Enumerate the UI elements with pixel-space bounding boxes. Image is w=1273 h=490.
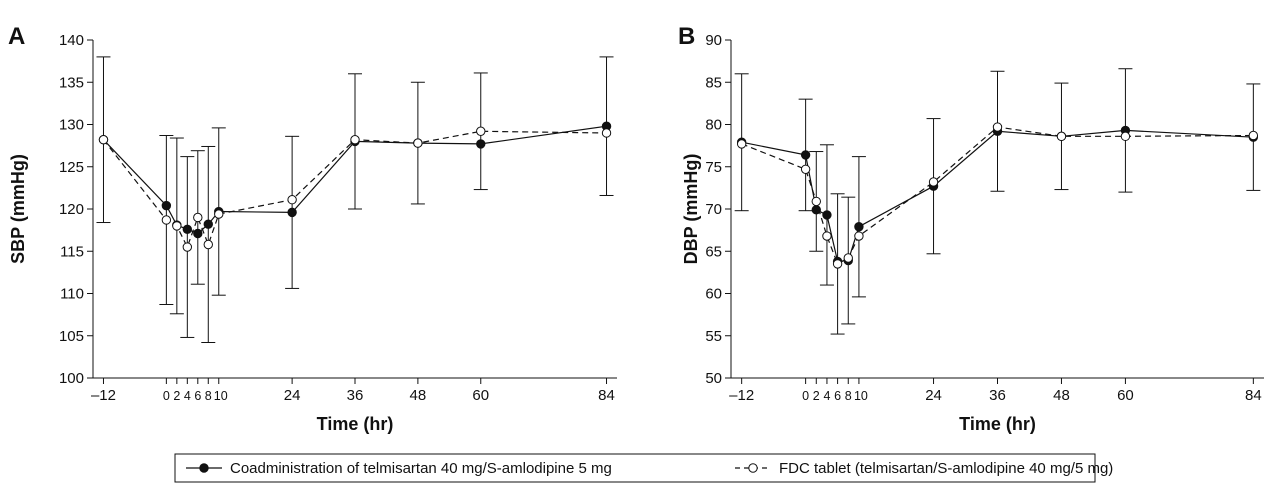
legend-item-coadministration: Coadministration of telmisartan 40 mg/S-… (186, 460, 612, 477)
y-tick-label: 50 (705, 370, 722, 387)
x-tick-label: 60 (472, 387, 489, 404)
x-tick-label: 4 (823, 389, 830, 403)
x-tick-label: 8 (205, 389, 212, 403)
point-fdc-t2 (811, 196, 821, 207)
point-coadministration-t24 (287, 207, 297, 218)
legend-item-fdc: FDC tablet (telmisartan/S-amlodipine 40 … (735, 460, 1113, 477)
point-coadministration-t0 (800, 150, 811, 160)
series-line-fdc (741, 126, 1254, 265)
point-coadministration-t6 (193, 228, 203, 239)
point-fdc-t84 (1248, 130, 1259, 141)
point-fdc-t2 (172, 221, 182, 231)
y-tick-label: 125 (59, 159, 84, 176)
point-fdc-t12 (736, 139, 747, 149)
legend-box (174, 453, 1096, 483)
point-fdc-t10 (214, 209, 224, 219)
x-tick-label: 60 (1117, 387, 1134, 404)
x-tick-label: 4 (184, 389, 191, 403)
point-fdc-t36 (992, 122, 1003, 132)
point-fdc-t24 (928, 177, 939, 187)
y-tick-label: 130 (59, 117, 84, 134)
y-tick-label: 110 (60, 286, 84, 303)
y-tick-label: 140 (59, 32, 84, 49)
point-fdc-t24 (287, 195, 297, 205)
x-axis-title: Time (hr) (959, 414, 1036, 434)
x-tick-label: 10 (214, 389, 228, 403)
x-tick-label: 84 (1245, 387, 1262, 404)
y-tick-label: 100 (59, 370, 84, 387)
panel-letter: A (8, 23, 25, 50)
point-coadministration-t4 (182, 224, 193, 234)
x-tick-label: 6 (194, 389, 201, 403)
x-tick-label: 36 (989, 387, 1006, 404)
y-tick-label: 80 (705, 117, 722, 134)
point-fdc-t0 (800, 164, 811, 174)
point-coadministration-t8 (203, 219, 213, 229)
x-tick-label: 24 (284, 387, 301, 404)
x-tick-label: 0 (802, 389, 809, 403)
point-fdc-t4 (182, 242, 193, 252)
legend-marker-open (748, 463, 758, 473)
x-tick-label: 10 (854, 389, 868, 403)
y-tick-label: 70 (705, 201, 722, 218)
legend-label-coadministration: Coadministration of telmisartan 40 mg/S-… (230, 460, 612, 477)
point-coadministration-t60 (476, 139, 486, 149)
y-tick-label: 135 (59, 74, 84, 91)
x-tick-label: 2 (173, 389, 180, 403)
y-axis-title: DBP (mmHg) (681, 154, 701, 265)
x-tick-label: –12 (729, 387, 754, 404)
x-tick-label: 36 (347, 387, 364, 404)
y-tick-label: 115 (60, 243, 84, 260)
y-axis-title: SBP (mmHg) (8, 154, 28, 264)
point-fdc-t60 (1120, 131, 1131, 142)
point-fdc-t4 (822, 231, 832, 241)
point-coadministration-t4 (822, 210, 832, 220)
y-tick-label: 105 (59, 328, 84, 345)
y-tick-label: 60 (705, 286, 722, 303)
legend-marker-filled (199, 463, 209, 473)
panel-letter: B (678, 23, 695, 50)
x-tick-label: 8 (845, 389, 852, 403)
x-tick-label: 0 (163, 389, 170, 403)
point-fdc-t6 (832, 259, 843, 269)
y-tick-label: 55 (705, 328, 722, 345)
point-fdc-t12 (98, 135, 109, 145)
x-tick-label: 24 (925, 387, 942, 404)
point-fdc-t8 (843, 253, 853, 263)
x-tick-label: 84 (598, 387, 615, 404)
point-fdc-t84 (601, 128, 612, 138)
point-coadministration-t0 (161, 200, 172, 211)
point-fdc-t6 (193, 212, 203, 223)
point-fdc-t60 (476, 126, 486, 136)
x-tick-label: 48 (410, 387, 427, 404)
x-tick-label: 2 (813, 389, 820, 403)
point-fdc-t0 (161, 215, 172, 225)
y-tick-label: 120 (59, 201, 84, 218)
point-coadministration-t2 (811, 205, 821, 215)
y-tick-label: 85 (705, 74, 722, 91)
x-tick-label: 6 (834, 389, 841, 403)
y-tick-label: 75 (705, 159, 722, 176)
x-axis-title: Time (hr) (317, 414, 394, 434)
point-fdc-t10 (854, 231, 864, 241)
point-coadministration-t10 (854, 222, 864, 232)
point-fdc-t8 (203, 239, 213, 250)
x-tick-label: 48 (1053, 387, 1070, 404)
x-tick-label: –12 (91, 387, 116, 404)
point-fdc-t48 (413, 138, 423, 148)
point-fdc-t48 (1056, 131, 1067, 142)
legend: Coadministration of telmisartan 40 mg/S-… (174, 453, 1113, 483)
legend-label-fdc: FDC tablet (telmisartan/S-amlodipine 40 … (779, 460, 1113, 477)
y-tick-label: 65 (705, 243, 722, 260)
point-fdc-t36 (350, 135, 360, 145)
y-tick-label: 90 (705, 32, 722, 49)
